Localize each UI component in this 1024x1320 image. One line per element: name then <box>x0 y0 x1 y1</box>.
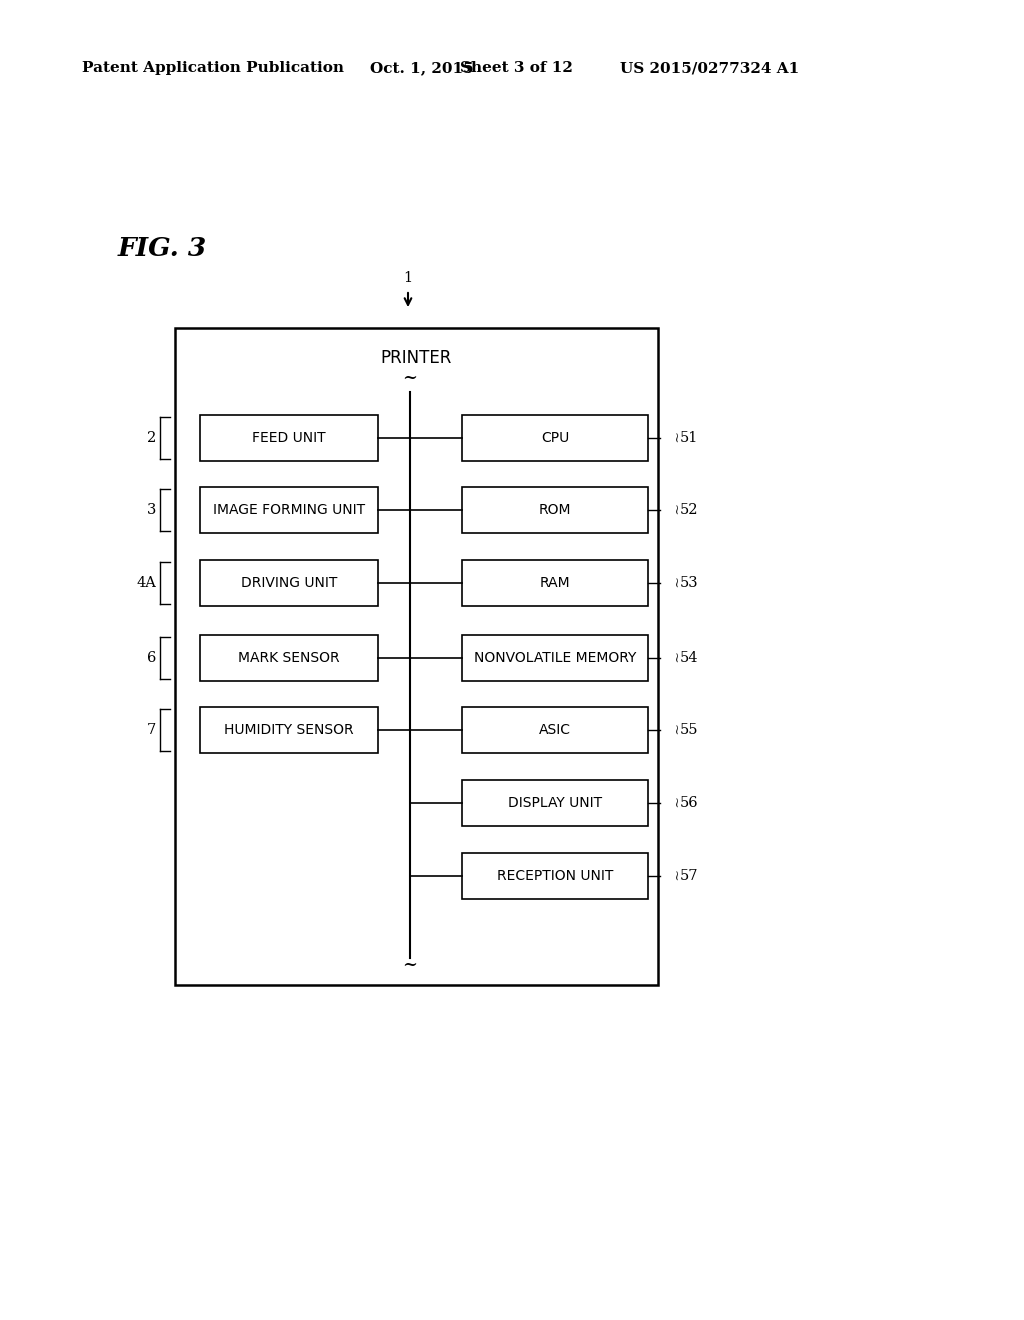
Bar <box>462 487 648 533</box>
Text: 54: 54 <box>680 651 698 665</box>
Text: FEED UNIT: FEED UNIT <box>252 432 326 445</box>
Text: US 2015/0277324 A1: US 2015/0277324 A1 <box>620 61 800 75</box>
Text: CPU: CPU <box>541 432 569 445</box>
Text: ~: ~ <box>402 370 418 387</box>
Text: Patent Application Publication: Patent Application Publication <box>82 61 344 75</box>
Bar <box>200 414 378 461</box>
Text: ~: ~ <box>666 797 680 809</box>
Text: 2: 2 <box>146 432 156 445</box>
Text: Sheet 3 of 12: Sheet 3 of 12 <box>460 61 572 75</box>
Bar <box>200 635 378 681</box>
Bar <box>200 487 378 533</box>
Bar <box>200 708 378 752</box>
Text: PRINTER: PRINTER <box>381 348 453 367</box>
Text: Oct. 1, 2015: Oct. 1, 2015 <box>370 61 474 75</box>
Text: IMAGE FORMING UNIT: IMAGE FORMING UNIT <box>213 503 366 517</box>
Text: MARK SENSOR: MARK SENSOR <box>239 651 340 665</box>
Text: 3: 3 <box>146 503 156 517</box>
Text: ~: ~ <box>666 725 680 735</box>
Text: ~: ~ <box>666 504 680 516</box>
Bar <box>462 560 648 606</box>
Text: ~: ~ <box>402 956 418 974</box>
Text: 52: 52 <box>680 503 698 517</box>
Text: DRIVING UNIT: DRIVING UNIT <box>241 576 337 590</box>
Text: 7: 7 <box>146 723 156 737</box>
Bar <box>462 853 648 899</box>
Text: 57: 57 <box>680 869 698 883</box>
Text: ~: ~ <box>666 432 680 444</box>
Text: 56: 56 <box>680 796 698 810</box>
Text: 55: 55 <box>680 723 698 737</box>
Text: FIG. 3: FIG. 3 <box>118 235 207 260</box>
Bar <box>462 780 648 826</box>
Text: 53: 53 <box>680 576 698 590</box>
Bar <box>175 327 658 985</box>
Text: 4A: 4A <box>136 576 156 590</box>
Text: ROM: ROM <box>539 503 571 517</box>
Text: 6: 6 <box>146 651 156 665</box>
Bar <box>462 708 648 752</box>
Text: ASIC: ASIC <box>539 723 571 737</box>
Text: RAM: RAM <box>540 576 570 590</box>
Bar <box>200 560 378 606</box>
Text: RECEPTION UNIT: RECEPTION UNIT <box>497 869 613 883</box>
Bar <box>462 635 648 681</box>
Text: ~: ~ <box>666 652 680 664</box>
Text: NONVOLATILE MEMORY: NONVOLATILE MEMORY <box>474 651 636 665</box>
Text: DISPLAY UNIT: DISPLAY UNIT <box>508 796 602 810</box>
Text: 51: 51 <box>680 432 698 445</box>
Bar <box>462 414 648 461</box>
Text: ~: ~ <box>666 870 680 882</box>
Text: HUMIDITY SENSOR: HUMIDITY SENSOR <box>224 723 354 737</box>
Text: ~: ~ <box>666 577 680 589</box>
Text: 1: 1 <box>403 271 413 285</box>
